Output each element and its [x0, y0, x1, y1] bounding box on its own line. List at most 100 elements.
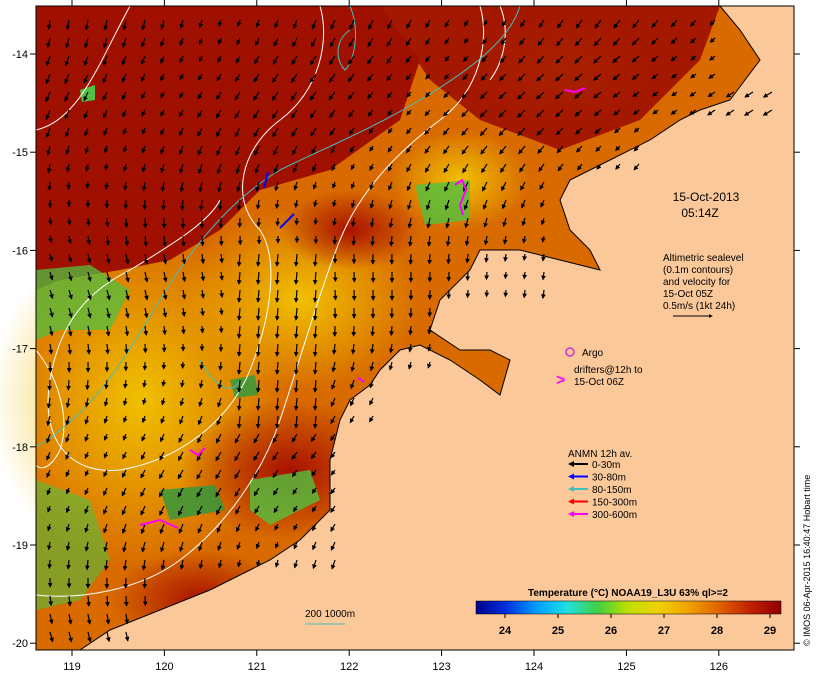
velocity-arrow: [272, 433, 279, 444]
velocity-arrow: [45, 55, 51, 67]
velocity-arrow: [518, 145, 526, 155]
velocity-arrow: [690, 19, 697, 27]
velocity-arrow: [236, 415, 242, 429]
velocity-arrow: [235, 73, 241, 83]
velocity-arrow: [141, 415, 147, 424]
velocity-arrow: [106, 271, 111, 283]
velocity-arrow: [48, 235, 53, 244]
velocity-arrow: [103, 523, 108, 534]
velocity-arrow: [310, 37, 317, 48]
velocity-arrow: [105, 631, 111, 643]
velocity-arrow: [105, 595, 110, 607]
velocity-arrow: [197, 109, 203, 119]
velocity-arrow: [122, 451, 127, 460]
latitude-axis: -14 -15 -16 -17 -18 -19 -20: [12, 49, 800, 650]
velocity-arrow: [498, 91, 507, 100]
velocity-arrow: [443, 145, 450, 155]
velocity-arrow: [407, 199, 412, 211]
velocity-arrow: [273, 487, 279, 496]
velocity-arrow: [102, 91, 108, 101]
velocity-arrow: [236, 325, 242, 339]
velocity-arrow: [158, 487, 165, 498]
velocity-arrow: [387, 19, 393, 30]
velocity-arrow: [709, 55, 716, 61]
velocity-arrow: [631, 55, 640, 63]
velocity-arrow: [670, 37, 678, 45]
velocity-arrow: [216, 127, 222, 138]
velocity-arrow: [65, 163, 71, 173]
velocity-arrow: [271, 91, 279, 102]
velocity-arrow: [215, 487, 222, 498]
velocity-arrow: [367, 91, 374, 100]
velocity-arrow: [160, 397, 166, 406]
velocity-arrow: [274, 541, 280, 549]
velocity-arrow: [293, 253, 299, 267]
velocity-arrow: [535, 91, 545, 100]
velocity-arrow: [216, 73, 222, 82]
velocity-arrow: [103, 127, 108, 136]
velocity-arrow: [351, 235, 357, 246]
velocity-arrow: [45, 73, 51, 85]
velocity-arrow: [312, 181, 318, 190]
velocity-arrow: [198, 181, 204, 193]
velocity-arrow: [369, 361, 375, 372]
velocity-arrow: [122, 559, 128, 571]
velocity-arrow: [253, 469, 260, 479]
velocity-arrow: [612, 91, 621, 98]
velocity-arrow: [311, 523, 317, 532]
velocity-arrow: [102, 55, 108, 66]
velocity-arrow: [614, 127, 621, 134]
velocity-arrow: [125, 271, 130, 283]
velocity-arrow: [122, 109, 127, 118]
velocity-arrow: [121, 469, 127, 479]
velocity-arrow: [85, 559, 90, 571]
velocity-arrow: [103, 541, 109, 553]
velocity-arrow: [105, 613, 111, 625]
velocity-arrow: [313, 217, 319, 226]
velocity-arrow: [141, 559, 147, 571]
velocity-arrow: [349, 127, 355, 136]
velocity-arrow: [216, 415, 222, 426]
velocity-arrow: [311, 145, 317, 155]
velocity-arrow: [162, 325, 167, 336]
velocity-arrow: [632, 91, 640, 98]
velocity-arrow: [234, 451, 241, 462]
velocity-arrow: [179, 559, 185, 570]
velocity-arrow: [593, 91, 602, 99]
velocity-arrow: [86, 343, 92, 355]
velocity-arrow: [84, 415, 90, 425]
velocity-arrow: [540, 199, 545, 208]
velocity-arrow: [350, 199, 356, 209]
velocity-arrow: [498, 109, 507, 118]
velocity-arrow: [330, 541, 336, 551]
velocity-arrow: [236, 307, 242, 321]
velocity-arrow: [367, 109, 374, 117]
velocity-arrow: [521, 199, 526, 209]
velocity-arrow: [690, 55, 697, 61]
velocity-arrow: [235, 55, 241, 64]
velocity-arrow: [47, 181, 53, 191]
temperature-colorbar: Temperature (°C) NOAA19_L3U 63% ql>=2 24…: [475, 588, 782, 637]
velocity-arrow: [594, 19, 602, 29]
velocity-arrow: [124, 325, 130, 337]
velocity-arrow: [330, 469, 336, 476]
velocity-arrow: [160, 559, 166, 571]
velocity-arrow: [538, 19, 545, 29]
anmn-legend-label: 150-300m: [592, 498, 637, 509]
lon-tick-label: 123: [432, 661, 450, 673]
velocity-arrow: [482, 37, 488, 45]
velocity-arrow: [178, 109, 184, 118]
velocity-arrow: [744, 109, 754, 116]
velocity-arrow: [424, 127, 431, 135]
velocity-arrow: [406, 109, 412, 116]
velocity-arrow: [255, 541, 261, 550]
velocity-arrow: [84, 397, 90, 408]
velocity-arrow: [68, 289, 73, 300]
velocity-arrow: [197, 91, 203, 100]
velocity-arrow: [312, 559, 317, 570]
velocity-arrow: [367, 55, 374, 65]
velocity-arrows: [45, 19, 773, 643]
velocity-arrow: [557, 163, 564, 172]
velocity-arrow: [330, 505, 336, 514]
velocity-arrow: [498, 127, 507, 137]
